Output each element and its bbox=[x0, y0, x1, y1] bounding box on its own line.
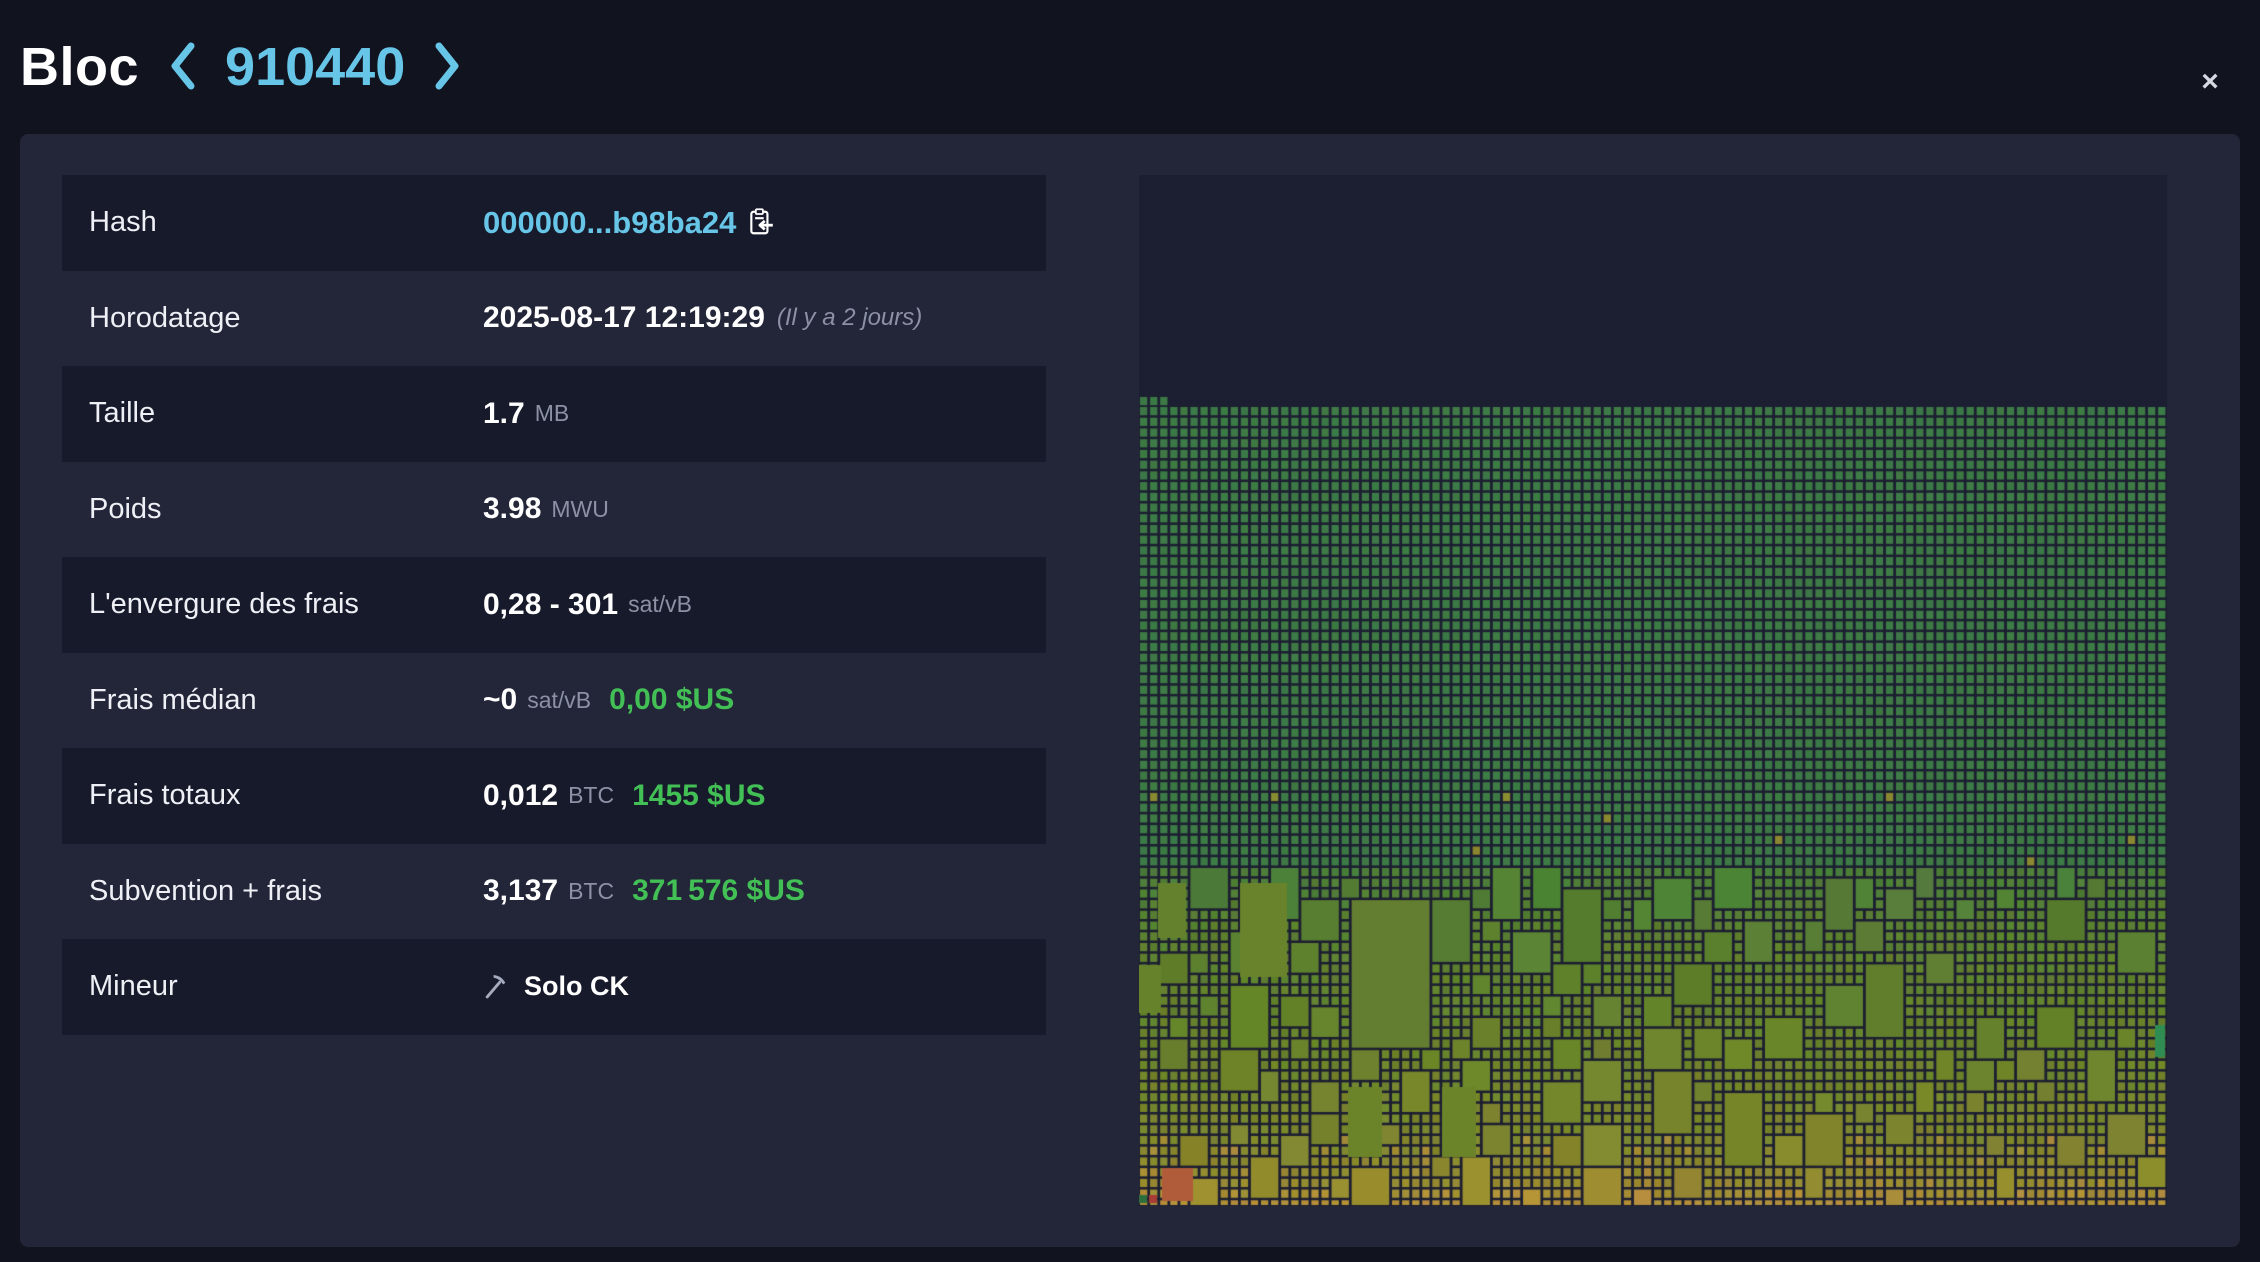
block-visualization[interactable] bbox=[1139, 175, 2167, 1206]
copy-icon[interactable] bbox=[748, 208, 774, 237]
detail-value: 000000...b98ba24 bbox=[483, 205, 1036, 241]
detail-label: Mineur bbox=[89, 970, 178, 1003]
detail-fiat-value: 1455 $US bbox=[632, 778, 766, 812]
chevron-left-icon bbox=[167, 40, 197, 95]
page-header: Bloc 910440 × bbox=[0, 0, 2260, 134]
block-details-table: Hash 000000...b98ba24 Horodatage 2025-08 bbox=[62, 175, 1046, 1035]
block-height-link[interactable]: 910440 bbox=[225, 37, 406, 97]
table-row: Taille 1.7 MB bbox=[62, 366, 1046, 462]
table-row: Mineur Solo CK bbox=[62, 939, 1046, 1035]
detail-value: ~0 sat/vB 0,00 $US bbox=[483, 683, 1036, 717]
detail-note: (Il y a 2 jours) bbox=[776, 304, 923, 332]
detail-value-text[interactable]: 000000...b98ba24 bbox=[483, 204, 737, 240]
detail-value-text: ~0 bbox=[483, 683, 518, 717]
detail-unit: sat/vB bbox=[527, 686, 592, 713]
detail-unit: BTC bbox=[568, 877, 615, 904]
detail-label: Taille bbox=[89, 397, 156, 430]
detail-label: Frais totaux bbox=[89, 779, 241, 812]
detail-value-text: 3.98 bbox=[483, 492, 542, 526]
table-row: L'envergure des frais 0,28 - 301 sat/vB bbox=[62, 557, 1046, 653]
detail-value: 3,137 BTC 371 576 $US bbox=[483, 874, 1036, 908]
table-row: Frais totaux 0,012 BTC 1455 $US bbox=[62, 748, 1046, 844]
detail-label: L'envergure des frais bbox=[89, 588, 359, 621]
detail-unit: sat/vB bbox=[628, 591, 693, 618]
detail-value-text: 0,28 - 301 bbox=[483, 587, 619, 621]
detail-value-text: 1.7 bbox=[483, 396, 525, 430]
table-row: Frais médian ~0 sat/vB 0,00 $US bbox=[62, 653, 1046, 749]
next-block-button[interactable] bbox=[431, 40, 465, 95]
block-details-panel: Hash 000000...b98ba24 Horodatage 2025-08 bbox=[20, 134, 2240, 1247]
table-row: Poids 3.98 MWU bbox=[62, 462, 1046, 558]
detail-value: 1.7 MB bbox=[483, 397, 1036, 431]
detail-value-text: 2025-08-17 12:19:29 bbox=[483, 301, 765, 335]
detail-unit: MB bbox=[534, 400, 570, 427]
table-row: Subvention + frais 3,137 BTC 371 576 $US bbox=[62, 844, 1046, 940]
detail-unit: MWU bbox=[551, 495, 609, 522]
detail-label: Poids bbox=[89, 492, 162, 525]
detail-value: 0,28 - 301 sat/vB bbox=[483, 588, 1036, 622]
detail-fiat-value: 371 576 $US bbox=[632, 874, 805, 908]
page-title: Bloc bbox=[20, 37, 140, 97]
detail-value: Solo CK bbox=[483, 971, 1036, 1002]
pickaxe-icon bbox=[483, 973, 508, 1000]
detail-label: Frais médian bbox=[89, 683, 257, 716]
detail-label: Horodatage bbox=[89, 301, 241, 334]
close-button[interactable]: × bbox=[2190, 62, 2230, 102]
table-row: Horodatage 2025-08-17 12:19:29 (Il y a 2… bbox=[62, 271, 1046, 367]
chevron-right-icon bbox=[433, 40, 463, 95]
prev-block-button[interactable] bbox=[165, 40, 199, 95]
detail-fiat-value: 0,00 $US bbox=[609, 683, 735, 717]
table-row: Hash 000000...b98ba24 bbox=[62, 175, 1046, 271]
detail-value: 3.98 MWU bbox=[483, 492, 1036, 526]
detail-unit: BTC bbox=[568, 782, 615, 809]
detail-value-text: 3,137 bbox=[483, 874, 559, 908]
detail-label: Hash bbox=[89, 206, 157, 239]
detail-value: 0,012 BTC 1455 $US bbox=[483, 779, 1036, 813]
detail-label: Subvention + frais bbox=[89, 874, 322, 907]
detail-value: 2025-08-17 12:19:29 (Il y a 2 jours) bbox=[483, 301, 1036, 335]
detail-value-text: 0,012 bbox=[483, 778, 559, 812]
detail-value-text[interactable]: Solo CK bbox=[524, 971, 629, 1002]
